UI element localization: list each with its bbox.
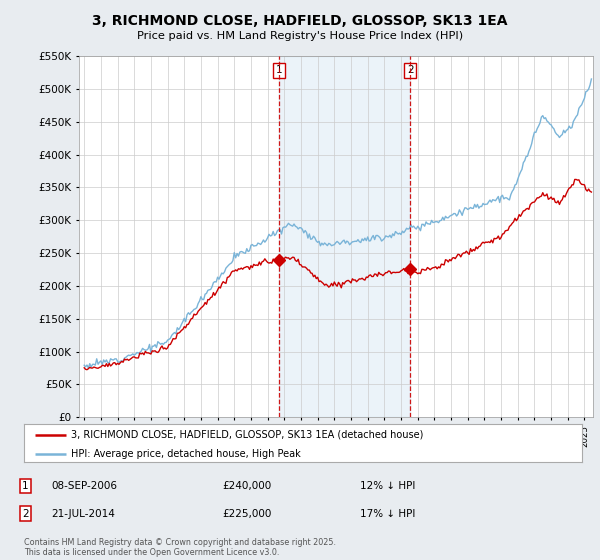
Text: 21-JUL-2014: 21-JUL-2014 (51, 508, 115, 519)
Text: 2: 2 (22, 508, 29, 519)
Text: HPI: Average price, detached house, High Peak: HPI: Average price, detached house, High… (71, 449, 301, 459)
Text: 08-SEP-2006: 08-SEP-2006 (51, 481, 117, 491)
Text: 3, RICHMOND CLOSE, HADFIELD, GLOSSOP, SK13 1EA: 3, RICHMOND CLOSE, HADFIELD, GLOSSOP, SK… (92, 14, 508, 28)
Text: Price paid vs. HM Land Registry's House Price Index (HPI): Price paid vs. HM Land Registry's House … (137, 31, 463, 41)
Text: 1: 1 (275, 66, 282, 76)
Bar (279, 56, 410, 417)
Text: 3, RICHMOND CLOSE, HADFIELD, GLOSSOP, SK13 1EA (detached house): 3, RICHMOND CLOSE, HADFIELD, GLOSSOP, SK… (71, 430, 424, 440)
Text: 17% ↓ HPI: 17% ↓ HPI (360, 508, 415, 519)
Text: 2: 2 (407, 66, 413, 76)
Text: £240,000: £240,000 (222, 481, 271, 491)
Text: £225,000: £225,000 (222, 508, 271, 519)
Text: 1: 1 (22, 481, 29, 491)
Text: Contains HM Land Registry data © Crown copyright and database right 2025.
This d: Contains HM Land Registry data © Crown c… (24, 538, 336, 557)
Text: 12% ↓ HPI: 12% ↓ HPI (360, 481, 415, 491)
